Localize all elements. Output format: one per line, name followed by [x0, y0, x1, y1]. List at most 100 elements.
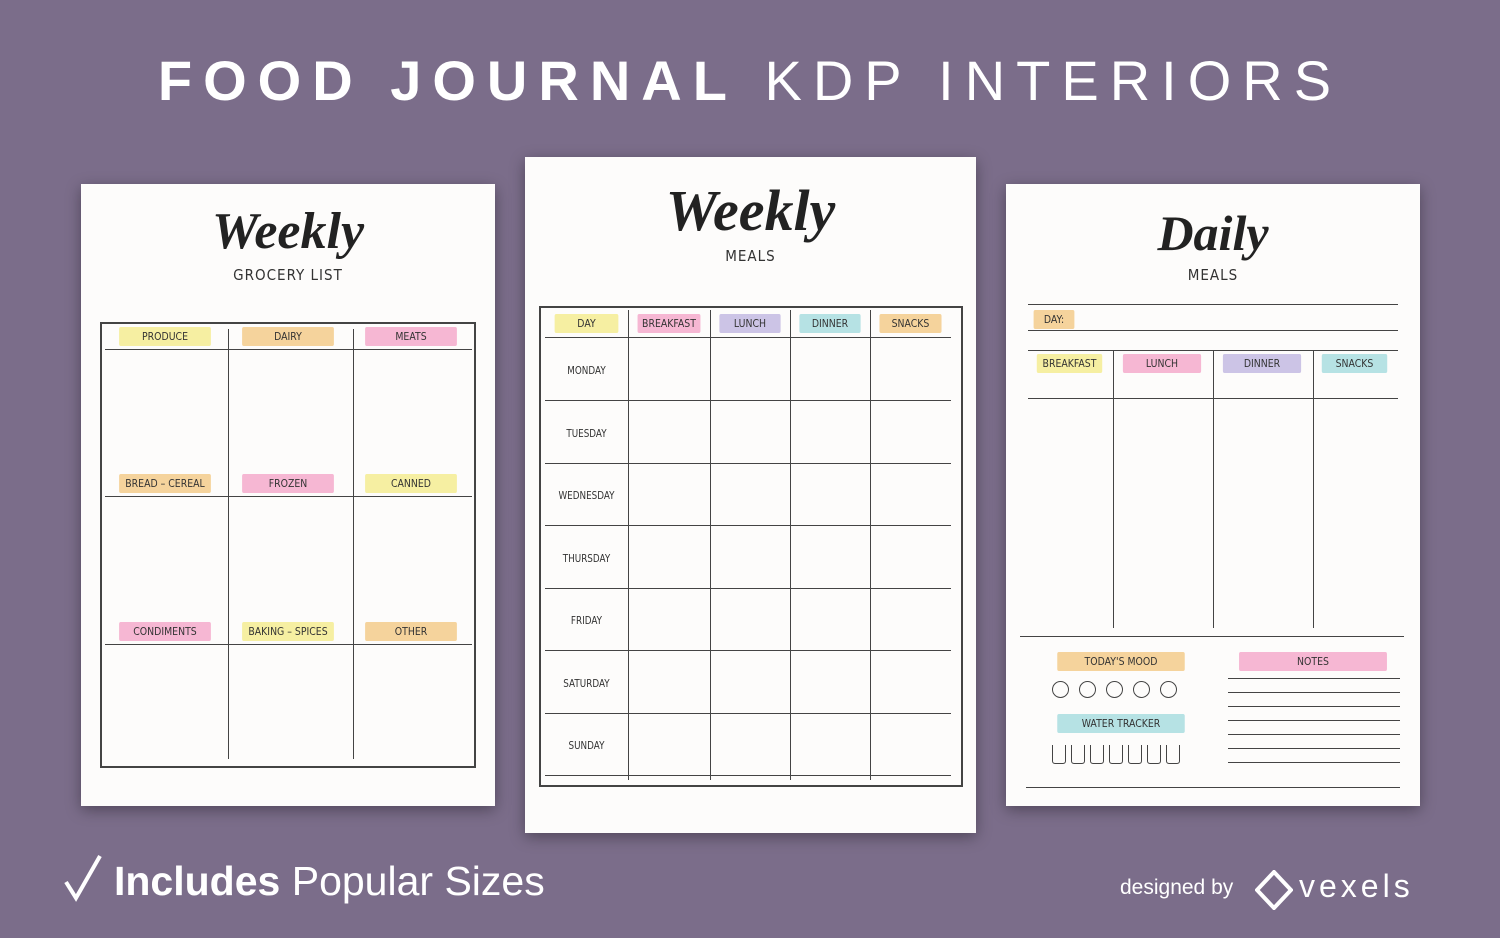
column-header: DAY — [554, 314, 619, 333]
meal-label: LUNCH — [1122, 354, 1202, 373]
rule — [545, 400, 951, 401]
brand: vexels — [1299, 868, 1414, 904]
brand-logo — [1255, 870, 1293, 910]
section-label: OTHER — [365, 622, 457, 641]
water-cup — [1147, 745, 1161, 764]
rule — [1228, 706, 1400, 707]
water-cup — [1109, 745, 1123, 764]
rule — [545, 462, 951, 464]
rule — [1228, 734, 1400, 735]
mood-label: TODAY'S MOOD — [1057, 652, 1185, 671]
section-label: DAIRY — [242, 327, 334, 346]
rule — [474, 322, 476, 768]
mood-face — [1106, 681, 1123, 698]
page-title: Weekly — [211, 203, 365, 260]
footer-text: Includes Popular Sizes — [114, 858, 545, 905]
day-label: TUESDAY — [566, 426, 607, 440]
water-cup — [1090, 745, 1104, 764]
rule — [1228, 748, 1400, 749]
rule — [100, 322, 102, 768]
day-label: WEDNESDAY — [558, 489, 615, 502]
section-label: FROZEN — [242, 474, 334, 493]
water-cup — [1128, 745, 1142, 764]
water-cup — [1052, 745, 1066, 764]
page-title: Daily — [1157, 205, 1269, 261]
page-title: Weekly — [665, 178, 836, 243]
section-label: CANNED — [365, 474, 457, 493]
day-label: SATURDAY — [563, 676, 610, 690]
rule — [100, 766, 475, 768]
column-header: SNACKS — [879, 314, 942, 333]
rule — [1028, 330, 1398, 331]
rule — [961, 306, 963, 786]
day-label: SUNDAY — [568, 739, 605, 752]
rule — [545, 775, 951, 776]
rule — [539, 785, 963, 787]
rule — [1228, 692, 1400, 693]
meal-label: DINNER — [1222, 354, 1302, 373]
title-bold: FOOD JOURNAL — [157, 49, 738, 112]
section-label: MEATS — [365, 327, 457, 346]
rule — [1313, 350, 1314, 628]
meal-label: SNACKS — [1321, 354, 1388, 373]
rule — [545, 525, 951, 526]
weekly-meals-page: Weekly MEALS DAY BREAKFAST LUNCH DINNER SNACKS… — [525, 157, 976, 833]
page-subtitle: GROCERY LIST — [233, 266, 343, 284]
rule — [539, 306, 963, 308]
day-label: DAY: — [1033, 310, 1075, 329]
grocery-page: Weekly GROCERY LIST PRODUCE DAIRY MEATS BREAD… — [81, 184, 495, 806]
section-label: BAKING – SPICES — [242, 622, 334, 641]
mood-face — [1133, 681, 1150, 698]
rule — [105, 349, 472, 350]
includes: Includes — [114, 858, 281, 904]
rule — [353, 329, 354, 759]
section-label: CONDIMENTS — [119, 622, 211, 641]
check-icon — [64, 855, 102, 902]
rule — [545, 650, 951, 651]
title-light: KDP INTERIORS — [764, 49, 1343, 112]
rule — [105, 644, 472, 645]
column-header: LUNCH — [719, 314, 781, 333]
rule — [790, 310, 791, 780]
rule — [100, 322, 475, 324]
headline: FOOD JOURNAL KDP INTERIORS — [0, 48, 1500, 113]
rule — [1113, 350, 1114, 628]
notes-label: NOTES — [1239, 652, 1387, 671]
rule — [870, 310, 871, 780]
credit: designed by — [1120, 876, 1234, 899]
rule — [545, 337, 951, 338]
rule — [539, 306, 541, 786]
rule — [105, 496, 472, 497]
rule — [545, 587, 951, 589]
rule — [628, 310, 629, 780]
rule — [1026, 787, 1400, 788]
day-label: THURSDAY — [562, 551, 611, 565]
day-label: FRIDAY — [570, 614, 603, 627]
daily-meals-page: Daily MEALS DAY: BREAKFAST LUNCH DINNER SNACKS… — [1006, 184, 1420, 806]
water-cup — [1071, 745, 1085, 764]
water-label: WATER TRACKER — [1057, 714, 1185, 733]
rule — [1213, 350, 1214, 628]
rule — [1228, 762, 1400, 763]
rule — [710, 310, 711, 780]
page-subtitle: MEALS — [1187, 266, 1239, 284]
meal-label: BREAKFAST — [1036, 354, 1103, 373]
mood-face — [1160, 681, 1177, 698]
rule — [1228, 678, 1400, 679]
section-label: BREAD – CEREAL — [119, 474, 211, 493]
column-header: DINNER — [799, 314, 861, 333]
mood-face — [1052, 681, 1069, 698]
rule — [545, 712, 951, 714]
page-subtitle: MEALS — [725, 247, 776, 265]
rule — [228, 329, 229, 759]
section-label: PRODUCE — [119, 327, 211, 346]
rule — [1028, 304, 1398, 305]
column-header: BREAKFAST — [637, 314, 701, 333]
sizes: Popular Sizes — [291, 858, 545, 904]
rule — [1020, 636, 1404, 637]
rule — [1228, 720, 1400, 721]
day-label: MONDAY — [567, 364, 606, 377]
water-cup — [1166, 745, 1180, 764]
mood-face — [1079, 681, 1096, 698]
